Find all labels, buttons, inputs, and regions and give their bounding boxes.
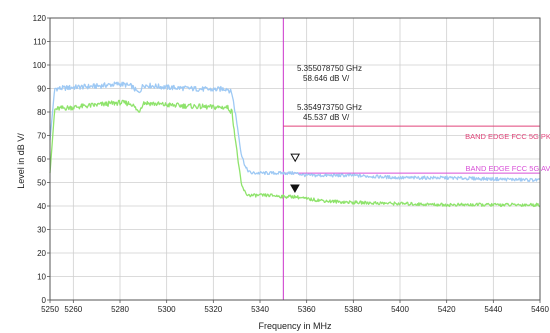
x-tick-label: 5320	[204, 305, 222, 314]
trace-series	[49, 81, 541, 208]
x-tick-label: 5420	[438, 305, 456, 314]
x-tick-label: 5400	[391, 305, 409, 314]
y-tick-label: 110	[33, 38, 46, 47]
limit-labels: BAND EDGE FCC 5G PK BAND EDGE FCC 5G AV	[465, 132, 550, 173]
x-tick-label: 5360	[298, 305, 316, 314]
trace-line-2	[49, 99, 541, 208]
y-tick-label: 100	[33, 61, 47, 70]
y-tick-label: 120	[33, 14, 47, 23]
y-tick-label: 20	[37, 249, 46, 258]
y-tick-label: 70	[37, 132, 46, 141]
y-tick-label: 0	[42, 296, 47, 305]
x-tick-label: 5440	[484, 305, 502, 314]
marker-symbols	[290, 153, 301, 193]
x-tick-label: 5460	[531, 305, 549, 314]
x-tick-label: 5260	[64, 305, 82, 314]
y-axis-title: Level in dB V/	[16, 133, 26, 189]
grid	[47, 17, 541, 303]
trace-line-1	[49, 81, 541, 183]
y-tick-label: 10	[37, 273, 46, 282]
marker-readouts: 5.355078750 GHz 58.646 dB V/ 5.354973750…	[297, 64, 362, 122]
x-tick-label: 5380	[344, 305, 362, 314]
x-tick-label: 5280	[111, 305, 129, 314]
y-tick-labels: 0 10 20 30 40 50 60 70 80 90 100 110 120	[33, 14, 47, 305]
y-tick-label: 50	[37, 179, 46, 188]
limit-label-pk: BAND EDGE FCC 5G PK	[465, 132, 550, 141]
marker-1-triangle	[290, 153, 301, 163]
limit-label-av: BAND EDGE FCC 5G AV	[466, 164, 550, 173]
y-tick-label: 40	[37, 202, 46, 211]
marker-1-frequency: 5.355078750 GHz	[297, 64, 362, 73]
y-tick-label: 90	[37, 85, 46, 94]
marker-1-level: 58.646 dB V/	[303, 74, 350, 83]
limit-lines	[282, 18, 540, 300]
y-tick-label: 30	[37, 226, 46, 235]
x-tick-label: 5250	[41, 305, 59, 314]
marker-2-level: 45.537 dB V/	[303, 113, 350, 122]
x-tick-labels: 5250 5260 5280 5300 5320 5340 5360 5380 5400 5420…	[41, 305, 549, 314]
x-axis-title: Frequency in MHz	[258, 321, 332, 331]
x-tick-label: 5300	[158, 305, 176, 314]
y-tick-label: 60	[37, 155, 46, 164]
plot-frame	[49, 17, 541, 301]
marker-2-frequency: 5.354973750 GHz	[297, 103, 362, 112]
x-tick-label: 5340	[251, 305, 269, 314]
y-tick-label: 80	[37, 108, 46, 117]
marker-2-triangle	[290, 184, 300, 193]
